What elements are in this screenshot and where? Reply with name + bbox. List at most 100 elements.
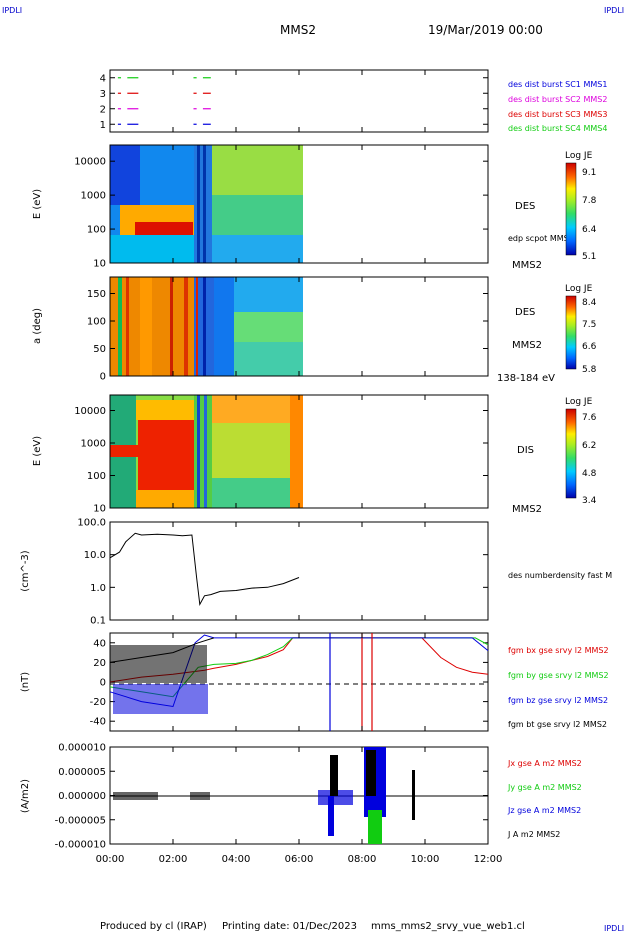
xtick-label: 12:00 [474, 854, 503, 865]
ytick-label: 10 [93, 504, 106, 515]
panel-des-pitch: 0 50 100 150 a (deg) DES MMS2 138-184 eV Lo… [32, 276, 597, 384]
dis-energy-colorbar-tick-0: 7.6 [582, 413, 597, 423]
ytick-label: 10000 [74, 157, 106, 168]
panel-magnetic-field: -40 -20 0 20 40 (nT) fgm bx gse srvy l2 MMS2… [20, 632, 609, 732]
xtick-label: 02:00 [159, 854, 188, 865]
date-title: 19/Mar/2019 00:00 [428, 23, 543, 37]
des-energy-colorbar-tick-2: 6.4 [582, 225, 597, 235]
des-pitch-colorbar-tick-2: 6.6 [582, 342, 597, 352]
dis-energy-colorbar-tick-2: 4.8 [582, 469, 597, 479]
burst-segments [117, 77, 211, 125]
dis-energy-ylabel: E (eV) [32, 436, 43, 466]
des-pitch-colorbar-tick-1: 7.5 [582, 320, 596, 330]
des-energy-colorbar: Log JE 9.1 7.8 6.4 5.1 [565, 151, 597, 262]
density-legend: des numberdensity fast M [508, 571, 612, 580]
xtick-label: 04:00 [222, 854, 251, 865]
corner-label-top-right: IPDLI [604, 6, 624, 15]
legend-mag-bz: fgm bz gse srvy l2 MMS2 [508, 696, 608, 705]
des-energy-bottom-label: MMS2 [512, 260, 542, 271]
legend-cur-jy: Jy gse A m2 MMS2 [507, 783, 582, 792]
des-pitch-colorbar: Log JE 8.4 7.5 6.6 5.8 [565, 284, 597, 375]
ytick-label: 50 [93, 344, 106, 355]
panel-burst-frame [109, 69, 489, 133]
ytick-label: 4 [100, 73, 106, 84]
corner-label-bottom-right: IPDLI [604, 924, 624, 933]
panel-density: 0.1 1.0 10.0 100.0 (cm^-3) des numberdensit… [20, 518, 612, 627]
des-pitch-colorbar-scale [565, 295, 577, 370]
ytick-label: 0.1 [90, 616, 106, 627]
ytick-label: 10000 [74, 406, 106, 417]
dis-energy-label: DIS [517, 445, 534, 456]
ytick-label: 0.000010 [58, 743, 106, 754]
legend-mag-by: fgm by gse srvy l2 MMS2 [508, 671, 609, 680]
ytick-label: 40 [93, 638, 106, 649]
ytick-label: 100.0 [77, 518, 106, 529]
ytick-label: 1 [100, 120, 106, 131]
legend-cur-jx: Jx gse A m2 MMS2 [507, 759, 582, 768]
des-energy-ylabel: E (eV) [32, 189, 43, 219]
dis-energy-bottom-label: MMS2 [512, 504, 542, 515]
current-density-ylabel: (A/m2) [20, 779, 31, 813]
ytick-label: 0.000000 [58, 791, 106, 802]
des-energy-sublabel: edp scpot MMS2 [508, 234, 574, 243]
dis-energy-heatmap [110, 395, 303, 508]
des-energy-heatmap [110, 145, 303, 263]
legend-cur-jz: Jz gse A m2 MMS2 [507, 806, 581, 815]
xtick-label: 00:00 [96, 854, 125, 865]
dis-energy-colorbar: Log JE 7.6 6.2 4.8 3.4 [565, 397, 597, 506]
ytick-label: -0.000005 [55, 815, 106, 826]
des-pitch-bottom-label: 138-184 eV [497, 373, 555, 384]
density-series-line [109, 532, 300, 607]
panel-dis-energy: 10 100 1000 10000 E (eV) DIS MMS2 Log JE 7.… [32, 394, 597, 515]
des-pitch-colorbar-tick-0: 8.4 [582, 298, 597, 308]
des-pitch-ylabel: a (deg) [32, 308, 43, 344]
panel-current-density: -0.000010 -0.000005 0.000000 0.000005 0.0000… [20, 743, 582, 851]
legend-burst-sc1: des dist burst SC1 MMS1 [508, 80, 607, 89]
des-pitch-label: DES [515, 307, 535, 318]
des-pitch-yticks: 0 50 100 150 [87, 289, 488, 383]
ytick-label: 1000 [81, 191, 106, 202]
legend-mag-bx: fgm bx gse srvy l2 MMS2 [508, 646, 609, 655]
current-density-yticks: -0.000010 -0.000005 0.000000 0.000005 0.0000… [55, 743, 488, 851]
footer-filename: mms_mms2_srvy_vue_web1.cl [371, 921, 525, 932]
mission-title: MMS2 [280, 23, 316, 37]
footer-printing-date: Printing date: 01/Dec/2023 [222, 921, 357, 932]
des-energy-colorbar-tick-0: 9.1 [582, 168, 596, 178]
magnetic-field-ylabel: (nT) [20, 672, 31, 692]
panel-des-energy: 10 100 1000 10000 E (eV) DES edp scpot MMS2… [32, 144, 597, 271]
current-density-bursts [113, 747, 415, 844]
panel-density-frame [109, 521, 489, 621]
ytick-label: 10.0 [84, 550, 106, 561]
burst-legend: des dist burst SC1 MMS1 des dist burst S… [508, 80, 607, 133]
ytick-label: 1.0 [90, 583, 106, 594]
ytick-label: 0 [100, 678, 106, 689]
burst-yticks: 1 2 3 4 [100, 73, 488, 131]
ytick-label: 10 [93, 259, 106, 270]
magnetic-field-noise [110, 633, 373, 731]
time-axis: 00:00 02:00 04:00 06:00 08:00 10:00 12:00 [96, 70, 503, 865]
des-energy-colorbar-tick-3: 5.1 [582, 252, 596, 262]
xtick-label: 10:00 [411, 854, 440, 865]
ytick-label: -20 [90, 697, 106, 708]
ytick-label: 2 [100, 104, 106, 115]
footer-producer: Produced by cl (IRAP) [100, 921, 207, 932]
legend-cur-j: J A m2 MMS2 [507, 830, 560, 839]
xtick-label: 08:00 [348, 854, 377, 865]
legend-burst-sc4: des dist burst SC4 MMS4 [508, 124, 607, 133]
des-pitch-sublabel: MMS2 [512, 340, 542, 351]
dis-energy-colorbar-title: Log JE [565, 397, 593, 407]
legend-burst-sc2: des dist burst SC2 MMS2 [508, 95, 607, 104]
density-ylabel: (cm^-3) [20, 550, 31, 591]
corner-label-top-left: IPDLI [2, 6, 22, 15]
des-energy-colorbar-title: Log JE [565, 151, 593, 161]
ytick-label: 1000 [81, 439, 106, 450]
dis-energy-colorbar-tick-3: 3.4 [582, 496, 597, 506]
xtick-label: 06:00 [285, 854, 314, 865]
ytick-label: 150 [87, 289, 106, 300]
des-energy-label: DES [515, 201, 535, 212]
density-yticks: 0.1 1.0 10.0 100.0 [77, 518, 488, 627]
des-energy-colorbar-scale [565, 162, 577, 256]
ytick-label: 20 [93, 658, 106, 669]
ytick-label: 100 [87, 317, 106, 328]
